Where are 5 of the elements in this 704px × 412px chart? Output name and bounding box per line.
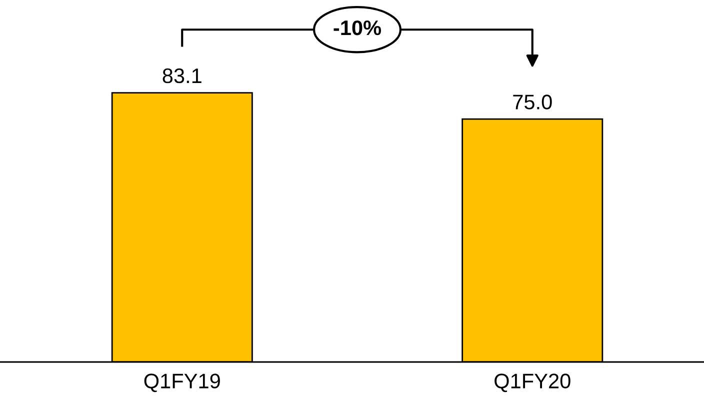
data-label: 83.1 [162, 68, 202, 84]
x-tick-label: Q1FY20 [494, 374, 570, 392]
data-label: 75.0 [513, 94, 552, 110]
text: -10% [334, 20, 382, 36]
x-tick-label: Q1FY19 [144, 374, 220, 392]
